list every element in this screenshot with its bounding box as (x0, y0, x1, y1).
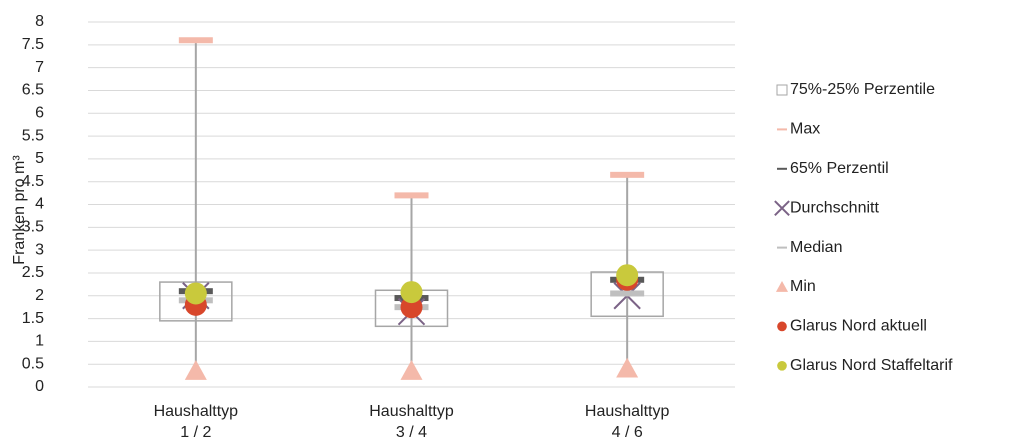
y-tick-label: 2.5 (22, 264, 44, 281)
legend-marker (776, 84, 788, 96)
y-tick-label: 1.5 (22, 310, 44, 327)
circle-marker (400, 296, 423, 319)
x-tick-label: Haushalttyp (154, 403, 239, 420)
legend-label: 65% Perzentil (790, 160, 889, 177)
y-tick-label: 6 (35, 104, 44, 121)
legend-label: Min (790, 278, 816, 295)
legend-marker (777, 128, 787, 131)
legend-marker (777, 167, 787, 170)
dash-marker (610, 171, 645, 178)
y-tick-label: 5.5 (22, 127, 44, 144)
y-tick-label: 1 (35, 333, 44, 350)
y-tick-label: 0 (35, 378, 44, 395)
x-tick-label: 3 / 4 (396, 424, 427, 441)
dash-marker (610, 290, 645, 297)
x-stroke (774, 200, 790, 217)
y-tick-label: 3 (35, 241, 44, 258)
y-tick-label: 7 (35, 59, 44, 76)
x-tick-label: Haushalttyp (369, 403, 454, 420)
dash-marker (178, 37, 213, 44)
y-tick-label: 7.5 (22, 36, 44, 53)
legend-label: Durchschnitt (790, 199, 879, 216)
y-tick-label: 6.5 (22, 82, 44, 99)
triangle-marker (400, 360, 423, 380)
circle-marker (400, 281, 423, 304)
triangle-marker (775, 280, 789, 292)
y-tick-label: 3.5 (22, 219, 44, 236)
x-tick-label: Haushalttyp (585, 403, 670, 420)
circle-marker (777, 321, 787, 332)
x-tick-label: 4 / 6 (612, 424, 643, 441)
circle-marker (184, 282, 207, 305)
legend-label: Glarus Nord Staffeltarif (790, 357, 953, 374)
x-marker (774, 200, 790, 217)
y-tick-label: 5 (35, 150, 44, 167)
triangle-marker (184, 360, 207, 380)
legend-label: Max (790, 121, 820, 138)
legend-label: 75%-25% Perzentile (790, 81, 935, 98)
triangle-marker (616, 357, 639, 378)
y-tick-label: 2 (35, 287, 44, 304)
x-tick-label: 1 / 2 (180, 424, 211, 441)
box (159, 281, 233, 322)
y-tick-label: 4 (35, 196, 44, 213)
y-tick-label: 0.5 (22, 355, 44, 372)
y-tick-label: 4.5 (22, 173, 44, 190)
y-axis-label: Franken pro m³ (11, 155, 28, 265)
legend-label: Median (790, 239, 842, 256)
y-tick-label: 8 (35, 13, 44, 30)
circle-marker (777, 360, 787, 371)
dash-marker (394, 192, 429, 199)
legend-label: Glarus Nord aktuell (790, 318, 927, 335)
circle-marker (616, 264, 639, 287)
legend-marker (777, 246, 787, 249)
